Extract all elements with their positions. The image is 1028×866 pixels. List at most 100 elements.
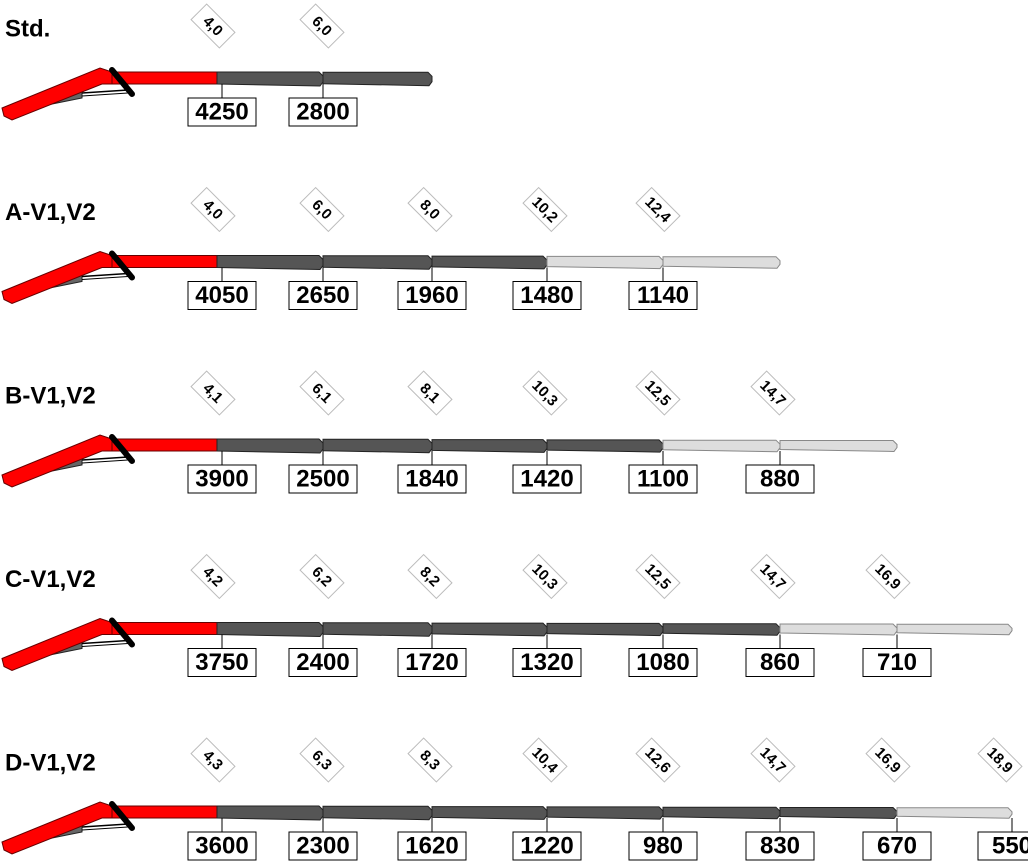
boom-section <box>779 807 898 820</box>
load-box <box>628 648 698 677</box>
rod <box>81 643 129 647</box>
reach: 8,2 <box>407 553 453 600</box>
load-value: 1840 <box>405 465 458 492</box>
reach: 4,1 <box>190 370 236 416</box>
rod <box>81 92 129 97</box>
reach-box <box>522 553 568 600</box>
main-arm <box>1 434 113 488</box>
boom-section <box>546 255 664 270</box>
reach: 8,0 <box>407 186 453 233</box>
reach-box <box>750 370 796 416</box>
reach-box <box>299 737 345 783</box>
rod <box>81 89 129 94</box>
main-arm <box>1 617 113 672</box>
main-arm <box>1 801 113 855</box>
rod <box>81 456 129 461</box>
reach: 12,5 <box>635 553 681 600</box>
main-arm <box>1 250 113 305</box>
load-value: 860 <box>760 649 800 676</box>
reach: 6,2 <box>299 553 345 600</box>
load-box <box>187 97 257 127</box>
load-value: 1960 <box>405 282 458 309</box>
reach-box <box>407 553 453 600</box>
load-value: 2650 <box>296 282 349 309</box>
load-value: 1420 <box>520 465 573 492</box>
boom-section <box>779 623 898 636</box>
boom-section <box>896 807 1013 819</box>
load-value: 670 <box>877 832 917 859</box>
load-value: 550 <box>992 832 1028 859</box>
load-value: 1620 <box>405 832 458 859</box>
reach: 4,2 <box>190 553 236 600</box>
load-value: 880 <box>760 465 800 492</box>
load-box <box>862 648 932 677</box>
reach-box <box>299 553 345 600</box>
boom-base <box>111 71 218 85</box>
load-box <box>512 831 582 861</box>
row-label: Std. <box>5 15 50 42</box>
reach: 12,4 <box>635 186 681 233</box>
load-box <box>288 281 358 310</box>
reach-box <box>407 370 453 416</box>
reach: 10,2 <box>522 186 568 233</box>
boom-section <box>431 622 548 637</box>
boom-section <box>216 438 324 454</box>
reach-box <box>522 370 568 416</box>
reach-box <box>635 370 681 416</box>
main-arm <box>1 67 113 121</box>
reach: 16,9 <box>865 553 911 600</box>
reach: 4,0 <box>190 186 236 233</box>
load-box <box>187 464 257 494</box>
row-label: D-V1,V2 <box>5 749 96 776</box>
reach: 12,6 <box>635 737 681 783</box>
load-box <box>187 281 257 310</box>
load-box <box>512 464 582 494</box>
reach-box <box>750 737 796 783</box>
rod <box>81 826 129 831</box>
load-value: 1220 <box>520 832 573 859</box>
reach: 10,3 <box>522 370 568 416</box>
row-label: B-V1,V2 <box>5 382 96 409</box>
reach-box <box>299 370 345 416</box>
load-box <box>397 281 467 310</box>
load-box <box>512 648 582 677</box>
joint <box>109 617 135 648</box>
reach: 8,3 <box>407 737 453 783</box>
reach: 14,7 <box>750 737 796 783</box>
load-box <box>187 648 257 677</box>
reach-box <box>190 186 236 233</box>
boom-section <box>662 256 781 269</box>
reach-box <box>635 737 681 783</box>
boom-base <box>111 255 218 268</box>
load-value: 1480 <box>520 282 573 309</box>
reach-box <box>522 186 568 233</box>
joint <box>109 250 135 281</box>
boom-section <box>431 255 548 270</box>
reach: 8,1 <box>407 370 453 416</box>
boom-section <box>896 623 1013 636</box>
rod <box>81 823 129 828</box>
reach-box <box>977 737 1023 783</box>
boom-section <box>662 623 781 636</box>
reach: 10,4 <box>522 737 568 783</box>
load-box <box>745 831 815 861</box>
load-box <box>745 464 815 494</box>
boom-section <box>322 622 433 637</box>
rod <box>81 276 129 280</box>
load-value: 2800 <box>296 98 349 125</box>
load-box <box>288 464 358 494</box>
rod <box>81 459 129 464</box>
boom-section <box>216 622 324 638</box>
boom-section <box>322 805 433 821</box>
load-box <box>397 464 467 494</box>
load-value: 3750 <box>195 649 248 676</box>
rod <box>81 639 129 645</box>
boom-base <box>111 622 218 635</box>
load-value: 1320 <box>520 649 573 676</box>
joint <box>109 67 135 97</box>
load-value: 2400 <box>296 649 349 676</box>
boom-section <box>431 439 548 453</box>
boom-section <box>779 440 898 453</box>
load-box <box>862 831 932 861</box>
reach: 14,7 <box>750 553 796 600</box>
